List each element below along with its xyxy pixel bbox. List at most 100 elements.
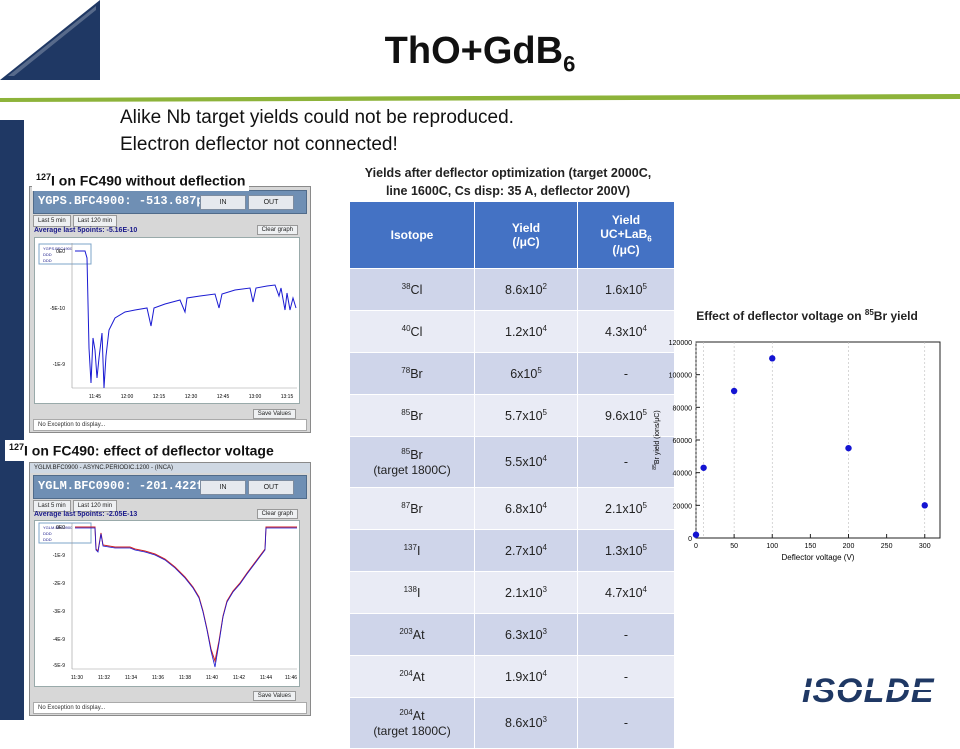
y-tick-label: 80000 bbox=[673, 405, 693, 412]
cell-yield: 6x105 bbox=[474, 352, 578, 395]
clear-graph-button[interactable]: Clear graph bbox=[256, 509, 298, 519]
data-point bbox=[845, 444, 852, 452]
y-tick-label: 0E0 bbox=[56, 525, 65, 531]
cell-yield: 6.8x104 bbox=[474, 487, 578, 530]
tab-last-120-min[interactable]: Last 120 min bbox=[72, 215, 118, 227]
cell-yield: 1.2x104 bbox=[474, 310, 578, 353]
x-tick-label: 12:15 bbox=[153, 394, 166, 400]
cell-yield: 2.7x104 bbox=[474, 529, 578, 572]
x-tick-label: 300 bbox=[919, 543, 931, 550]
out-button[interactable]: OUT bbox=[248, 195, 294, 210]
cell-yield: 8.6x103 bbox=[474, 697, 578, 749]
legend-line-2: DDD bbox=[43, 252, 52, 257]
y-tick-label: 40000 bbox=[673, 471, 693, 478]
cell-yield-uclab: 9.6x105 bbox=[577, 394, 675, 437]
y-tick-label: 20000 bbox=[673, 503, 693, 510]
caption-line-1: Yields after deflector optimization (tar… bbox=[364, 166, 652, 180]
table-row: 204At 1.9x104- bbox=[349, 655, 675, 698]
y-axis-label-text: Br yield (ions/μC) bbox=[654, 410, 661, 464]
cell-yield: 8.6x102 bbox=[474, 268, 578, 311]
cell-isotope: 85Br bbox=[349, 394, 475, 437]
yields-table: Isotope Yield (/μC) Yield UC+LaB6 (/μC) 38C… bbox=[349, 201, 675, 749]
table-row: 203At 6.3x103- bbox=[349, 613, 675, 656]
header-yield: Yield (/μC) bbox=[474, 201, 578, 269]
yields-table-caption: Yields after deflector optimization (tar… bbox=[338, 164, 678, 200]
cell-isotope: 204At (target 1800C) bbox=[349, 697, 475, 749]
table-header-row: Isotope Yield (/μC) Yield UC+LaB6 (/μC) bbox=[349, 201, 675, 269]
cell-yield: 6.3x103 bbox=[474, 613, 578, 656]
y-tick-label: -5E-9 bbox=[53, 663, 65, 669]
table-row: 137I 2.7x104 1.3x105 bbox=[349, 529, 675, 572]
x-axis-label: Deflector voltage (V) bbox=[782, 553, 855, 562]
legend-line-1: YGPS.BFC4900 bbox=[43, 246, 73, 251]
x-tick-label: 250 bbox=[881, 543, 893, 550]
time-tabs: Last 5 min Last 120 min bbox=[33, 500, 119, 512]
cell-yield: 5.7x105 bbox=[474, 394, 578, 437]
cell-isotope: 87Br bbox=[349, 487, 475, 530]
y-axis-label-sup: 85 bbox=[652, 464, 658, 470]
y-tick-label: 100000 bbox=[669, 373, 692, 380]
clear-graph-button[interactable]: Clear graph bbox=[256, 225, 298, 235]
cell-isotope: 204At bbox=[349, 655, 475, 698]
table-row: 138I 2.1x103 4.7x104 bbox=[349, 571, 675, 614]
cell-yield-uclab: - bbox=[577, 697, 675, 749]
y-tick-label: 0 bbox=[688, 536, 692, 543]
cell-isotope: 78Br bbox=[349, 352, 475, 395]
current-trace bbox=[75, 250, 297, 389]
cell-yield-uclab: - bbox=[577, 436, 675, 488]
data-point bbox=[730, 387, 738, 395]
cell-isotope: 137I bbox=[349, 529, 475, 572]
cell-isotope: 85Br (target 1800C) bbox=[349, 436, 475, 488]
y-tick-label: -2E-9 bbox=[53, 581, 65, 587]
x-tick-label: 11:40 bbox=[206, 675, 218, 681]
save-values-button[interactable]: Save Values bbox=[252, 691, 296, 701]
tab-last-120-min[interactable]: Last 120 min bbox=[72, 500, 118, 512]
legend-line-2: DDD bbox=[43, 531, 52, 536]
x-tick-label: 11:30 bbox=[71, 675, 83, 681]
out-button[interactable]: OUT bbox=[248, 480, 294, 495]
y-tick-label: -1E-9 bbox=[53, 553, 65, 559]
fc490-no-deflection-window: YGPS.BFC4900: -513.687pA IN OUT Last 5 m… bbox=[29, 186, 311, 433]
x-tick-label: 11:38 bbox=[179, 675, 191, 681]
cell-yield-uclab: 1.3x105 bbox=[577, 529, 675, 572]
y-tick-label: 0E0 bbox=[56, 249, 65, 255]
average-readout: Average last 5points: -2.05E-13 bbox=[34, 511, 138, 518]
subtitle-line-1: Alike Nb target yields could not be repr… bbox=[120, 107, 514, 128]
left-navy-strip bbox=[0, 120, 24, 720]
tab-last-5-min[interactable]: Last 5 min bbox=[33, 215, 71, 227]
x-tick-label: 100 bbox=[766, 543, 778, 550]
header-isotope: Isotope bbox=[349, 201, 475, 269]
window-title-bar: YGLM.BFC0900 - ASYNC.PERIODIC.1200 - (IN… bbox=[30, 463, 310, 473]
current-plot-svg: YGLM.BFC0900 DDD DDD 0E0 -1E-9 -2E-9 -3E… bbox=[38, 522, 297, 681]
cell-yield: 5.5x104 bbox=[474, 436, 578, 488]
data-point bbox=[700, 464, 707, 471]
panel-top-label: 127I on FC490 without deflection bbox=[32, 170, 250, 191]
x-tick-label: 12:30 bbox=[185, 394, 198, 400]
y-tick-label: -5E-10 bbox=[50, 306, 65, 312]
plot-frame bbox=[695, 341, 941, 539]
x-tick-label: 11:32 bbox=[98, 675, 110, 681]
save-values-button[interactable]: Save Values bbox=[252, 409, 296, 419]
tab-last-5-min[interactable]: Last 5 min bbox=[33, 500, 71, 512]
current-trace-blue bbox=[75, 527, 297, 668]
x-tick-label: 11:46 bbox=[285, 675, 297, 681]
corner-triangle-decoration bbox=[0, 0, 100, 80]
cell-yield-uclab: 4.7x104 bbox=[577, 571, 675, 614]
table-row: 204At (target 1800C) 8.6x103- bbox=[349, 697, 675, 749]
y-tick-label: 60000 bbox=[673, 438, 693, 445]
status-bar: No Exception to display... bbox=[33, 419, 307, 431]
x-tick-label: 11:42 bbox=[233, 675, 245, 681]
table-row: 87Br 6.8x104 2.1x105 bbox=[349, 487, 675, 530]
table-row: 38Cl 8.6x102 1.6x105 bbox=[349, 268, 675, 311]
reading-header: YGLM.BFC0900: -201.422fA IN OUT bbox=[33, 475, 307, 499]
chart-caption: Effect of deflector voltage on 85Br yiel… bbox=[696, 308, 918, 323]
status-bar: No Exception to display... bbox=[33, 702, 307, 714]
table-row: 40Cl 1.2x104 4.3x104 bbox=[349, 310, 675, 353]
cell-yield-uclab: - bbox=[577, 655, 675, 698]
y-tick-label: -1E-9 bbox=[53, 362, 65, 368]
x-tick-label: 13:15 bbox=[281, 394, 294, 400]
deflector-voltage-chart: 0 20000 40000 60000 80000 100000 120000 0 50 100 1… bbox=[652, 340, 941, 562]
cell-yield-uclab: - bbox=[577, 613, 675, 656]
in-button[interactable]: IN bbox=[200, 480, 246, 495]
in-button[interactable]: IN bbox=[200, 195, 246, 210]
